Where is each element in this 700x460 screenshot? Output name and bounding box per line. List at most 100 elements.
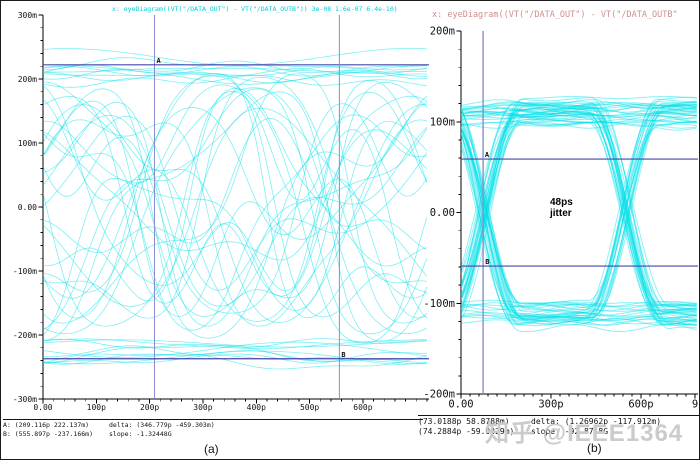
eye-trace xyxy=(461,109,697,322)
eye-trace xyxy=(461,101,697,327)
eye-trace xyxy=(43,107,428,307)
right-plot-title[interactable]: x: eyeDiagram((VT("/DATA_OUT") - VT("/DA… xyxy=(432,10,678,20)
eye-trace xyxy=(43,81,428,317)
x-tick-label: 600p xyxy=(628,399,653,411)
eye-trace xyxy=(43,114,427,331)
eye-trace xyxy=(43,88,428,335)
eye-trace xyxy=(461,107,697,315)
eye-trace xyxy=(43,87,428,335)
eye-trace xyxy=(461,104,697,323)
eye-trace xyxy=(461,100,697,319)
eye-trace xyxy=(461,107,697,115)
eye-trace xyxy=(461,112,697,300)
caption-a: (a) xyxy=(204,442,219,456)
eye-trace xyxy=(461,95,697,315)
eye-trace xyxy=(461,128,697,312)
eye-trace xyxy=(461,132,697,307)
y-tick-label: -300m xyxy=(13,395,37,404)
x-tick-label: 500p xyxy=(300,403,319,412)
eye-trace xyxy=(461,106,697,314)
left-readout-slope: slope: -1.32448G xyxy=(109,430,172,438)
eye-trace xyxy=(461,312,697,317)
x-tick-label: 9 xyxy=(692,399,698,411)
eye-trace xyxy=(461,122,697,129)
x-tick-label: 300p xyxy=(193,403,212,412)
left-marker-readout: A: (209.116p 222.137m) delta: (346.779p … xyxy=(3,419,423,439)
eye-trace xyxy=(461,104,697,327)
eye-trace xyxy=(461,105,697,319)
eye-trace xyxy=(461,111,697,304)
eye-traces xyxy=(43,48,428,370)
eye-trace xyxy=(43,117,428,254)
left-readout-b: B: (555.897p -237.166m) xyxy=(3,430,94,438)
left-plot-title[interactable]: x: eyeDiagram((VT("/DATA_OUT") - VT("/DA… xyxy=(112,5,398,13)
eye-trace xyxy=(43,73,428,324)
eye-trace xyxy=(461,319,697,325)
eye-trace xyxy=(43,91,428,342)
eye-trace xyxy=(461,116,697,310)
left-readout-a: A: (209.116p 222.137m) xyxy=(3,421,90,429)
eye-trace xyxy=(43,339,427,348)
eye-trace xyxy=(43,353,427,370)
y-tick-label: -200m xyxy=(13,331,37,340)
eye-trace xyxy=(461,97,697,324)
eye-trace xyxy=(461,96,697,322)
eye-trace xyxy=(461,117,697,326)
x-tick-label: 400p xyxy=(247,403,266,412)
eye-trace xyxy=(43,75,427,88)
x-tick-label: 600p xyxy=(353,403,372,412)
eye-trace xyxy=(43,73,428,319)
eye-trace xyxy=(461,103,697,311)
eye-trace xyxy=(43,100,428,317)
right-readout-b: (74.2884p -59.0329m) xyxy=(418,427,515,436)
eye-trace xyxy=(461,314,697,321)
eye-trace xyxy=(461,101,697,325)
eye-trace xyxy=(461,104,697,109)
eye-trace xyxy=(461,98,697,324)
eye-trace xyxy=(43,355,427,365)
eye-trace xyxy=(461,111,697,319)
eye-trace xyxy=(461,108,697,311)
eye-trace xyxy=(43,60,427,80)
eye-trace xyxy=(43,90,428,327)
eye-trace xyxy=(461,112,697,319)
eye-trace xyxy=(43,345,427,364)
y-tick-label: 0.00 xyxy=(430,207,455,219)
eye-trace xyxy=(461,109,697,322)
eye-trace xyxy=(43,350,427,365)
eye-trace xyxy=(461,101,697,325)
jitter-annotation: 48ps jitter xyxy=(550,197,573,219)
eye-trace xyxy=(43,91,428,322)
x-tick-label: 200p xyxy=(140,403,159,412)
eye-trace xyxy=(461,101,697,110)
eye-trace xyxy=(43,67,427,73)
eye-trace xyxy=(461,114,697,290)
eye-trace xyxy=(461,114,697,312)
eye-trace xyxy=(43,65,427,77)
eye-trace xyxy=(43,120,428,312)
y-tick-label: 200m xyxy=(18,75,37,84)
eye-trace xyxy=(43,79,428,292)
eye-trace xyxy=(461,110,697,117)
x-tick-label: 0.00 xyxy=(33,403,52,412)
eye-trace xyxy=(461,309,697,316)
y-tick-label: 0.00 xyxy=(18,203,37,212)
eye-trace xyxy=(43,76,427,319)
eye-trace xyxy=(461,114,697,315)
eye-trace xyxy=(43,104,427,324)
eye-trace xyxy=(461,109,697,321)
y-tick-label: -100m xyxy=(13,267,37,276)
caption-b: (b) xyxy=(587,441,602,455)
eye-trace xyxy=(461,114,697,119)
right-readout-delta: delta: (1.26962p -117.912m) xyxy=(531,417,662,426)
eye-trace xyxy=(43,129,428,261)
eye-trace xyxy=(461,108,697,326)
y-tick-label: 100m xyxy=(430,116,455,128)
y-tick-label: 300m xyxy=(18,11,37,20)
eye-trace xyxy=(43,119,427,327)
right-readout-slope: slope: -92.8718G xyxy=(531,427,609,436)
